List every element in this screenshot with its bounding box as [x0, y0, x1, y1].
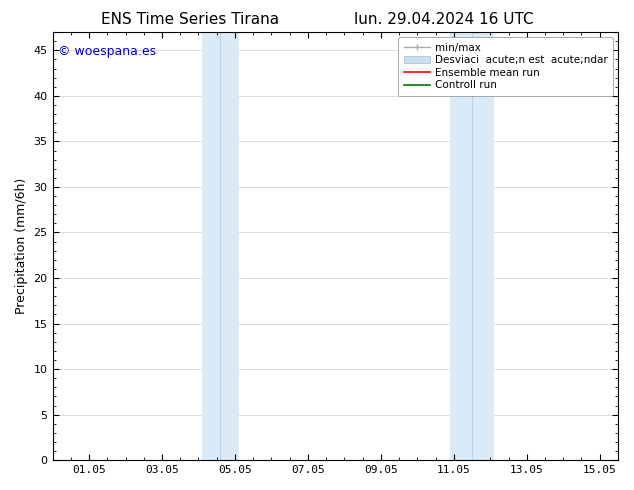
Y-axis label: Precipitation (mm/6h): Precipitation (mm/6h)	[15, 178, 28, 314]
Text: ENS Time Series Tirana: ENS Time Series Tirana	[101, 12, 279, 27]
Legend: min/max, Desviaci  acute;n est  acute;ndar, Ensemble mean run, Controll run: min/max, Desviaci acute;n est acute;ndar…	[398, 37, 613, 96]
Text: © woespana.es: © woespana.es	[58, 45, 157, 58]
Bar	[472, 32, 494, 460]
Bar	[221, 32, 238, 460]
Bar	[202, 32, 221, 460]
Bar	[450, 32, 472, 460]
Text: lun. 29.04.2024 16 UTC: lun. 29.04.2024 16 UTC	[354, 12, 534, 27]
